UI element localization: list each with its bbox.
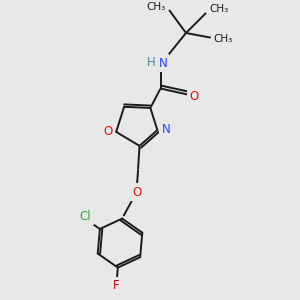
Text: CH₃: CH₃ bbox=[209, 4, 229, 14]
Text: O: O bbox=[103, 125, 112, 138]
Text: O: O bbox=[190, 89, 199, 103]
Text: N: N bbox=[161, 123, 170, 136]
Text: CH₃: CH₃ bbox=[146, 2, 166, 12]
Text: H: H bbox=[146, 56, 155, 69]
Text: N: N bbox=[158, 56, 167, 70]
Text: F: F bbox=[113, 279, 120, 292]
Text: O: O bbox=[132, 186, 141, 199]
Text: CH₃: CH₃ bbox=[214, 34, 233, 44]
Text: Cl: Cl bbox=[80, 210, 92, 223]
